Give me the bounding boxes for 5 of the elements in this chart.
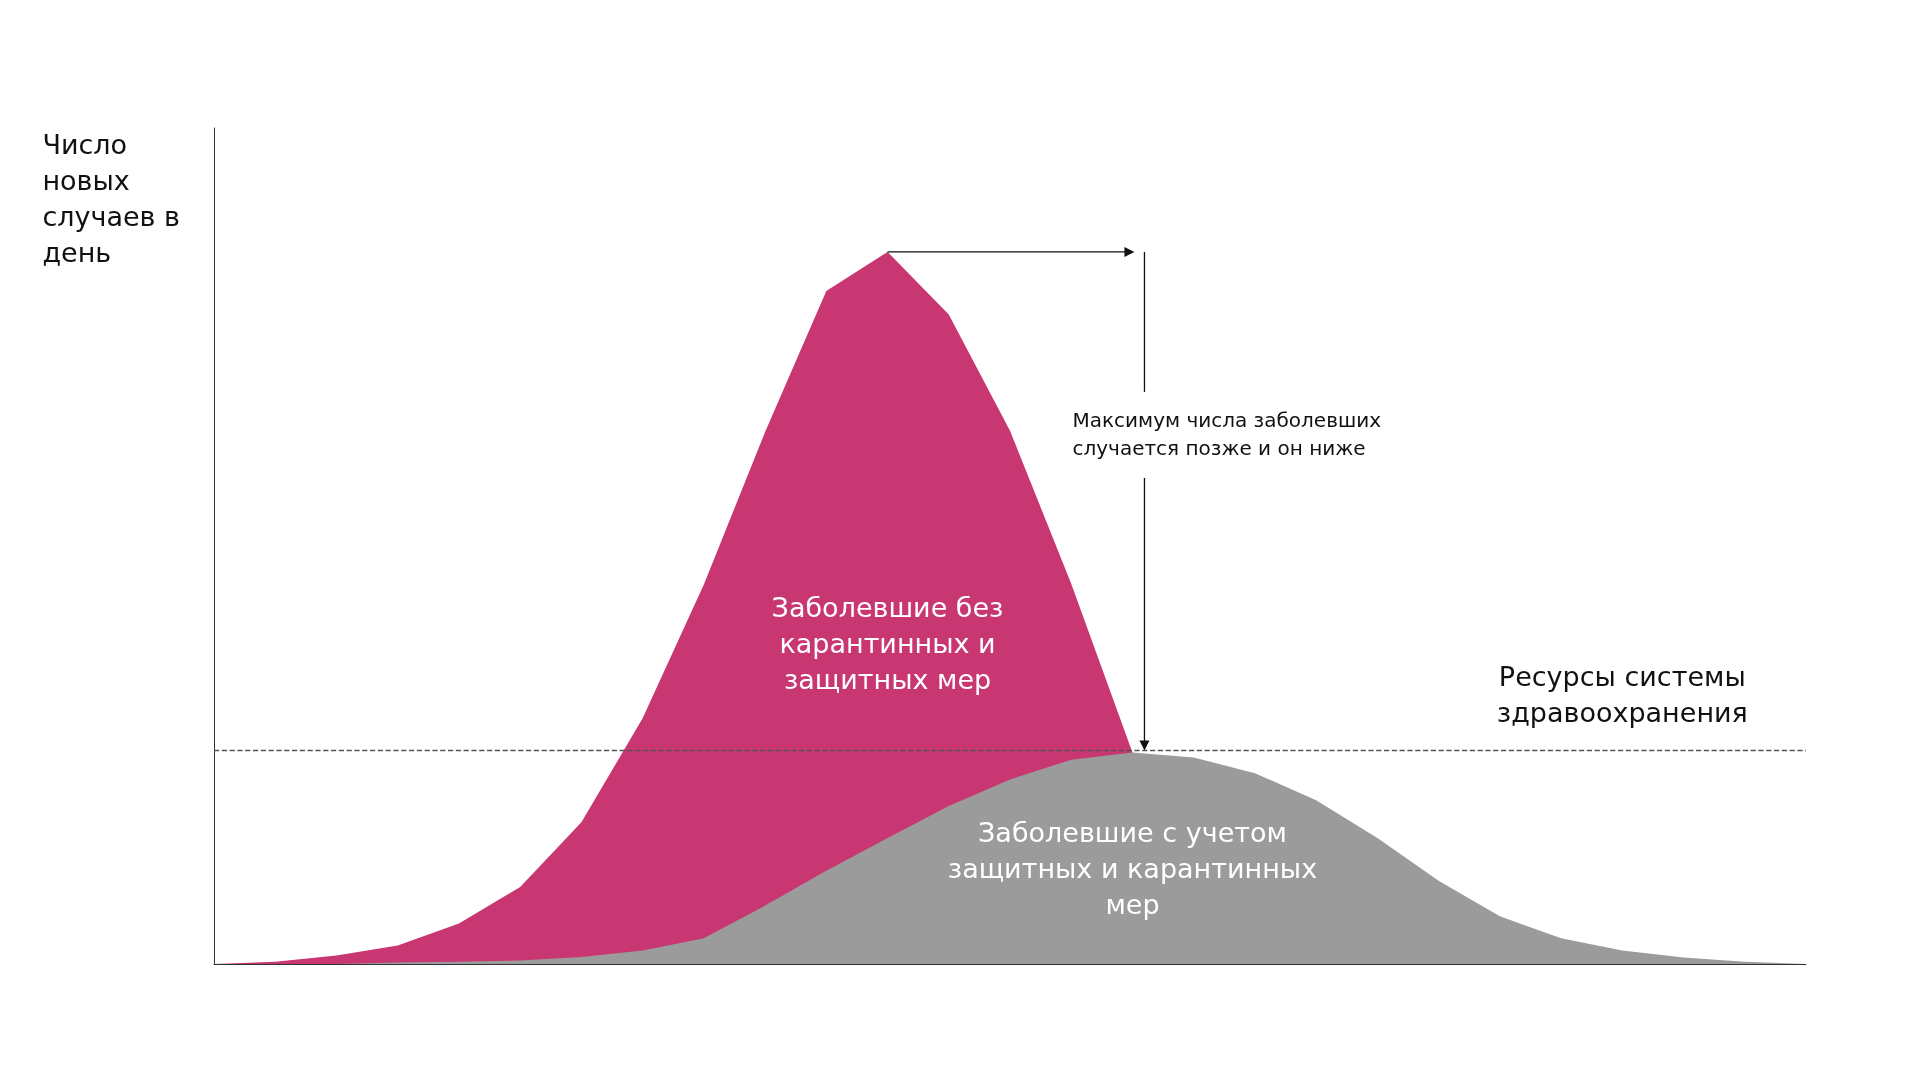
series-label: Заболевшие без карантинных и защитных мер — [771, 592, 1004, 696]
series-label: Заболевшие с учетом защитных и карантинных мер — [947, 817, 1318, 921]
ref-line-label: Ресурсы системы здравоохранения — [1496, 661, 1748, 729]
annotation: Максимум числа заболевших случается позже и он ниже — [1072, 407, 1382, 460]
y-axis-title: Число новых случаев в день — [42, 128, 181, 268]
